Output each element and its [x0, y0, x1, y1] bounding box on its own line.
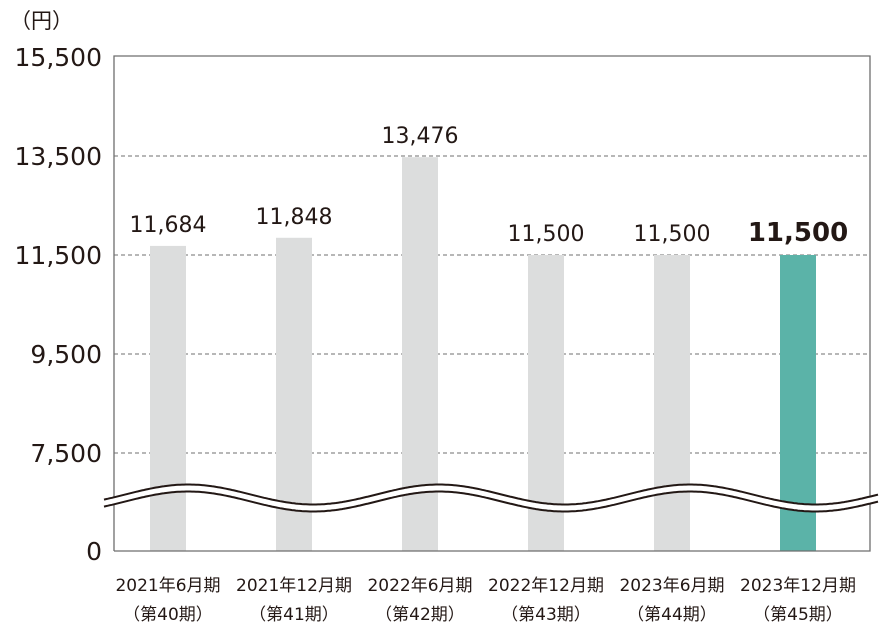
axes: [113, 55, 871, 552]
gridlines: [114, 155, 870, 454]
x-tick-label-term: （第41期）: [249, 605, 339, 625]
x-tick-labels: 2021年6月期 （第40期） 2021年12月期 （第41期） 2022年6月期 （第4…: [115, 576, 856, 625]
bar: [276, 237, 312, 552]
y-tick-label: 13,500: [15, 142, 102, 171]
axis-break-line: [103, 490, 879, 513]
data-label: 11,684: [130, 213, 207, 238]
data-label: 11,500: [508, 222, 585, 247]
x-tick-label-period: 2023年6月期: [619, 576, 724, 596]
data-label: 11,500: [748, 218, 848, 248]
data-label: 11,500: [634, 222, 711, 247]
x-tick-label-term: （第42期）: [375, 605, 465, 625]
x-tick-label-period: 2021年12月期: [236, 576, 352, 596]
x-tick-label-term: （第44期）: [627, 605, 717, 625]
y-tick-label: 9,500: [30, 340, 102, 369]
y-axis-unit-label: （円）: [10, 9, 73, 33]
x-tick-label-term: （第40期）: [123, 605, 213, 625]
axis-break-line: [103, 483, 879, 506]
x-tick-label-period: 2022年6月期: [367, 576, 472, 596]
bar: [654, 255, 690, 551]
data-labels: 11,684 11,848 13,476 11,500 11,500 11,500: [130, 124, 849, 248]
x-tick-label-term: （第45期）: [753, 605, 843, 625]
axis-break: [103, 483, 879, 513]
bar: [150, 245, 186, 551]
y-tick-label: 15,500: [15, 43, 102, 72]
x-tick-label-period: 2021年6月期: [115, 576, 220, 596]
y-tick-label: 7,500: [30, 439, 102, 468]
x-tick-label-period: 2023年12月期: [740, 576, 856, 596]
data-label: 13,476: [382, 124, 459, 149]
y-tick-label: 11,500: [15, 241, 102, 270]
y-tick-labels: 15,500 13,500 11,500 9,500 7,500 0: [15, 43, 102, 566]
x-tick-label-term: （第43期）: [501, 605, 591, 625]
data-label: 11,848: [256, 205, 333, 230]
plot-frame: [113, 55, 871, 552]
x-tick-label-period: 2022年12月期: [488, 576, 604, 596]
y-tick-label: 0: [86, 537, 102, 566]
